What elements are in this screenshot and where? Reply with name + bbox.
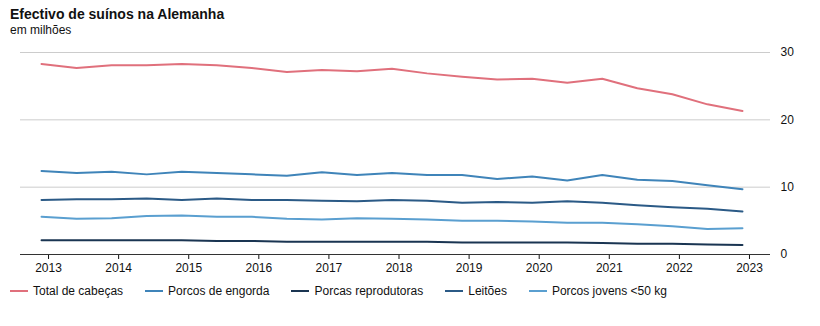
html-text:Porcos de engorda: Porcos de engorda [168,284,270,298]
svg-text:2017: 2017 [316,261,343,275]
html-text:em milhões: em milhões [10,23,72,37]
svg-text:2013: 2013 [35,261,62,275]
html-text:Efectivo de suínos na Alemanha: Efectivo de suínos na Alemanha [10,6,225,22]
svg-text:2016: 2016 [245,261,272,275]
html-text:Porcos jovens <50 kg: Porcos jovens <50 kg [551,284,667,298]
svg-text:2018: 2018 [386,261,413,275]
svg-text:30: 30 [781,45,795,59]
svg-text:10: 10 [781,180,795,194]
svg-text:2020: 2020 [526,261,553,275]
svg-text:2014: 2014 [105,261,132,275]
svg-text:2022: 2022 [666,261,693,275]
svg-text:2015: 2015 [175,261,202,275]
svg-text:2019: 2019 [456,261,483,275]
html-text:Porcas reprodutoras: Porcas reprodutoras [314,284,424,298]
html-text:Total de cabeças: Total de cabeças [33,284,124,298]
svg-text:20: 20 [781,113,795,127]
svg-text:2023: 2023 [736,261,763,275]
html-text:Leitões: Leitões [468,284,507,298]
svg-text:2021: 2021 [596,261,623,275]
svg-text:0: 0 [781,247,788,261]
